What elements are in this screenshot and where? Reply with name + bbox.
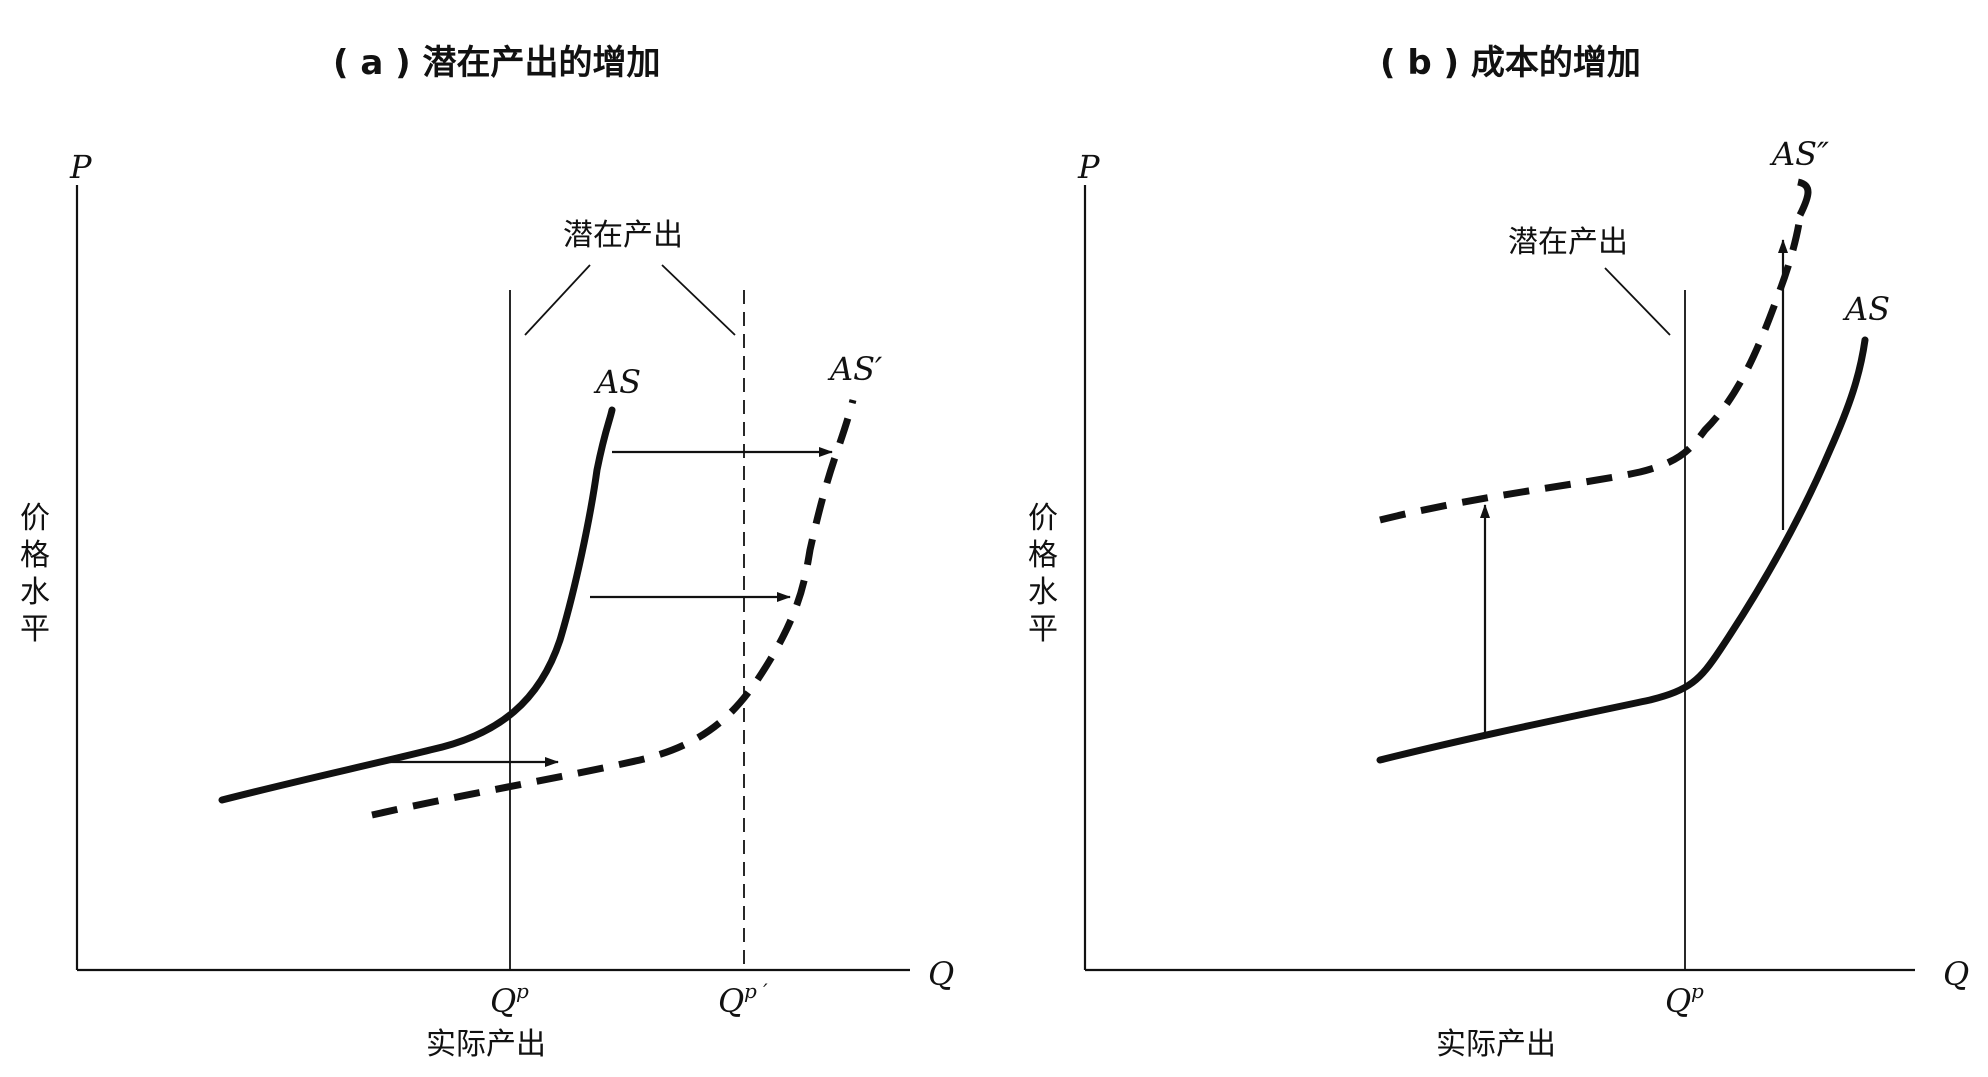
panel-a-pointer-right [661, 264, 736, 336]
panel-a-potential-label: 潜在产出 [563, 218, 683, 253]
panel-a-title: ( a ) 潜在产出的增加 [333, 43, 661, 83]
panel-b: ( b ) 成本的增加 P Q 价 格 水 平 潜在产出 AS AS″ Q p … [1028, 43, 1969, 1062]
panel-b-title: ( b ) 成本的增加 [1380, 43, 1641, 83]
panel-a-as-curve [218, 406, 616, 804]
panel-a-x-label: 实际产出 [426, 1027, 546, 1062]
panel-b-qp-sup: p [1691, 979, 1704, 1003]
panel-a: ( a ) 潜在产出的增加 P Q 价 格 水 平 潜在产出 AS AS′ Q … [20, 43, 954, 1062]
panel-b-y-label-1: 价 [1028, 501, 1058, 536]
panel-b-qp-label: Q [1665, 982, 1691, 1020]
panel-a-pointer-left [524, 264, 591, 336]
panel-b-as-double-prime-curve [1379, 214, 1804, 524]
panel-b-potential-label: 潜在产出 [1508, 225, 1628, 260]
panel-a-qp2-label: Q [718, 982, 744, 1020]
panel-b-as-double-prime-label: AS″ [1769, 135, 1829, 173]
panel-b-y-label-4: 平 [1028, 612, 1058, 647]
panel-a-y-label-2: 格 [20, 538, 50, 573]
panel-a-y-label-3: 水 [20, 575, 50, 610]
panel-b-pointer [1604, 267, 1671, 336]
panel-b-as-curve [1376, 336, 1869, 764]
panel-b-as-label: AS [1842, 290, 1890, 328]
panel-a-q-label: Q [928, 955, 954, 993]
panel-a-y-label-1: 价 [20, 501, 50, 536]
panel-a-qp-sup: p [516, 979, 529, 1003]
panel-a-p-label: P [69, 148, 92, 186]
panel-b-x-label: 实际产出 [1436, 1027, 1556, 1062]
panel-a-as-prime-label: AS′ [827, 350, 883, 388]
panel-a-y-label-4: 平 [20, 612, 50, 647]
panel-a-qp2-sup: p ′ [744, 979, 768, 1003]
panel-b-p-label: P [1077, 148, 1100, 186]
panel-b-q-label: Q [1943, 955, 1969, 993]
panel-b-y-label-2: 格 [1028, 538, 1058, 573]
panel-a-qp-label: Q [490, 982, 516, 1020]
panel-a-as-prime-curve [371, 399, 857, 819]
panel-b-y-label-3: 水 [1028, 575, 1058, 610]
panel-b-as-double-prime-tip [1796, 178, 1812, 217]
panel-a-as-label: AS [593, 363, 641, 401]
